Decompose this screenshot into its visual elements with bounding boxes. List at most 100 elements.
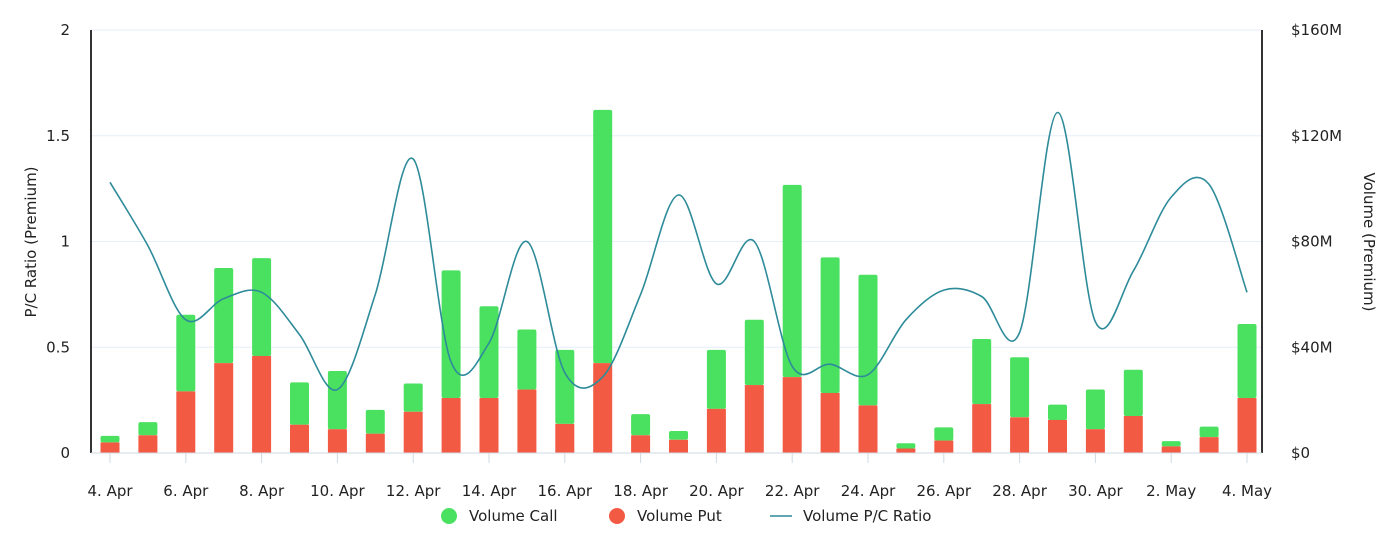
legend-item[interactable]: Volume P/C Ratio bbox=[770, 507, 931, 525]
grid-lines bbox=[91, 29, 1262, 348]
x-tick-label: 20. Apr bbox=[689, 482, 744, 500]
x-tick-label: 14. Apr bbox=[462, 482, 517, 500]
bar-call bbox=[403, 383, 423, 412]
bar-call bbox=[631, 414, 651, 436]
x-tick-label: 16. Apr bbox=[538, 482, 593, 500]
bar-call bbox=[517, 329, 537, 390]
legend-label: Volume Put bbox=[637, 507, 722, 525]
bar-put bbox=[593, 363, 613, 453]
bar-call bbox=[1199, 426, 1219, 438]
legend-label: Volume Call bbox=[469, 507, 558, 525]
bar-put bbox=[1237, 398, 1257, 453]
bar-call bbox=[858, 274, 878, 406]
legend-marker-icon bbox=[609, 508, 625, 524]
y-right-tick-label: $40M bbox=[1291, 338, 1333, 356]
bar-call bbox=[1010, 357, 1030, 418]
bar-call bbox=[706, 349, 726, 409]
bar-put bbox=[403, 411, 423, 453]
bar-put bbox=[252, 355, 272, 453]
bar-put bbox=[1161, 446, 1181, 453]
bar-put bbox=[782, 377, 802, 453]
x-tick-label: 18. Apr bbox=[613, 482, 668, 500]
x-tick-label: 8. Apr bbox=[239, 482, 285, 500]
bar-call bbox=[820, 257, 840, 393]
y-left-axis-title: P/C Ratio (Premium) bbox=[22, 166, 40, 317]
bar-put bbox=[858, 405, 878, 453]
y-left-tick-label: 1 bbox=[60, 233, 70, 251]
bar-put bbox=[365, 433, 385, 453]
bar-put bbox=[517, 389, 537, 453]
bar-call bbox=[1161, 441, 1181, 447]
x-tick-label: 4. May bbox=[1222, 482, 1272, 500]
y-left-tick-label: 2 bbox=[60, 21, 70, 39]
bar-call bbox=[479, 306, 499, 399]
bar-put bbox=[327, 429, 347, 453]
bar-call bbox=[214, 267, 234, 364]
y-right-tick-label: $160M bbox=[1291, 21, 1342, 39]
y-left-tick-label: 1.5 bbox=[46, 127, 70, 145]
bar-put bbox=[631, 435, 651, 453]
legend[interactable]: Volume Call Volume Put Volume P/C Ratio bbox=[441, 507, 931, 525]
y-right-axis-title: Volume (Premium) bbox=[1360, 172, 1378, 311]
legend-marker-icon bbox=[441, 508, 457, 524]
x-tick-label: 6. Apr bbox=[163, 482, 209, 500]
bar-call bbox=[252, 258, 272, 356]
bar-call bbox=[593, 109, 613, 364]
bar-put bbox=[176, 391, 196, 453]
bar-call bbox=[555, 349, 575, 424]
bar-call bbox=[1048, 404, 1067, 420]
legend-item[interactable]: Volume Call bbox=[441, 507, 558, 525]
legend-item[interactable]: Volume Put bbox=[609, 507, 722, 525]
bar-put bbox=[441, 398, 461, 453]
bar-call bbox=[934, 427, 954, 441]
x-tick-label: 4. Apr bbox=[87, 482, 133, 500]
bar-put bbox=[820, 392, 840, 453]
bar-call bbox=[100, 435, 120, 443]
x-tick-label: 10. Apr bbox=[310, 482, 365, 500]
bar-put bbox=[706, 408, 726, 453]
axes: 0 0.5 1 1.5 2 $0 $40M $80M $120M $160M 4. Apr 6. Ap… bbox=[46, 21, 1342, 500]
y-right-tick-label: $120M bbox=[1291, 127, 1342, 145]
bar-call bbox=[1237, 323, 1257, 399]
bar-put bbox=[669, 439, 688, 453]
bar-put bbox=[896, 448, 916, 453]
bar-call bbox=[1085, 389, 1105, 430]
x-tick-label: 30. Apr bbox=[1068, 482, 1123, 500]
x-tick-label: 24. Apr bbox=[841, 482, 896, 500]
bar-put bbox=[214, 363, 234, 453]
bar-call bbox=[176, 314, 196, 392]
x-tick-label: 26. Apr bbox=[917, 482, 972, 500]
ratio-line bbox=[109, 111, 1248, 391]
ratio-line-series bbox=[109, 111, 1248, 391]
legend-label: Volume P/C Ratio bbox=[803, 507, 931, 525]
bar-call bbox=[138, 422, 158, 436]
bar-put bbox=[1085, 429, 1105, 453]
bar-series bbox=[100, 109, 1257, 453]
bar-call bbox=[744, 319, 764, 386]
bar-put bbox=[972, 404, 992, 453]
bar-call bbox=[972, 339, 992, 405]
bar-put bbox=[1123, 415, 1143, 453]
bar-put bbox=[138, 435, 158, 453]
y-right-tick-label: $80M bbox=[1291, 233, 1333, 251]
x-tick-label: 28. Apr bbox=[992, 482, 1047, 500]
x-tick-label: 22. Apr bbox=[765, 482, 820, 500]
bar-call bbox=[365, 409, 385, 434]
bar-put bbox=[479, 398, 499, 453]
bar-put bbox=[744, 385, 764, 453]
y-right-tick-label: $0 bbox=[1291, 444, 1310, 462]
bar-put bbox=[1048, 419, 1067, 453]
bar-put bbox=[100, 442, 120, 453]
bar-call bbox=[327, 371, 347, 430]
bar-call bbox=[290, 382, 309, 425]
bar-call bbox=[782, 184, 802, 378]
y-left-tick-label: 0 bbox=[60, 444, 70, 462]
x-tick-label: 12. Apr bbox=[386, 482, 441, 500]
y-left-tick-label: 0.5 bbox=[46, 338, 70, 356]
bar-call bbox=[1123, 369, 1143, 416]
bar-call bbox=[896, 443, 916, 449]
bar-put bbox=[934, 440, 954, 453]
bar-put bbox=[1199, 437, 1219, 453]
x-tick-label: 2. May bbox=[1146, 482, 1196, 500]
